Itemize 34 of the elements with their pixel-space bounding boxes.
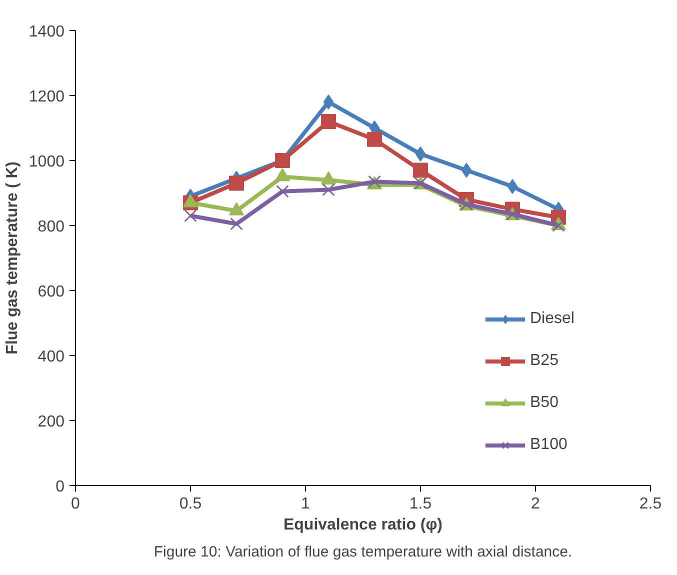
point <box>461 162 472 178</box>
point <box>321 114 336 129</box>
y-tick-label: 1200 <box>28 88 65 106</box>
point <box>230 217 243 230</box>
y-tick-label: 600 <box>38 284 65 300</box>
caption: Figure 10: Variation of flue gas temperature with axial distance. <box>154 544 572 560</box>
x-tick-label: 2.5 <box>639 496 662 512</box>
x-tick-label: 0.5 <box>179 496 202 512</box>
x-tick-label: 2 <box>531 496 540 512</box>
point <box>552 219 565 232</box>
y-tick-label: 200 <box>38 414 65 430</box>
legend-label: B25 <box>530 352 558 370</box>
point <box>415 146 426 162</box>
legend-label: B100 <box>530 436 568 454</box>
legend-label: B50 <box>530 394 558 412</box>
x-axis-title: Equivalence ratio (φ) <box>283 516 443 534</box>
y-tick-label: 0 <box>56 478 65 496</box>
x-tick-label: 1 <box>301 496 310 512</box>
point <box>229 176 244 191</box>
legend-label: Diesel <box>530 310 574 328</box>
point <box>507 179 518 194</box>
point <box>323 94 334 110</box>
y-tick-label: 1000 <box>28 154 65 170</box>
point <box>322 183 335 196</box>
y-tick-label: 400 <box>38 348 65 366</box>
point <box>276 184 289 198</box>
x-tick-label: 0 <box>71 496 80 512</box>
y-axis-title: Flue gas temperature ( K) <box>4 162 21 354</box>
point <box>184 209 197 222</box>
y-tick-label: 1400 <box>28 24 65 40</box>
point <box>367 132 382 147</box>
x-tick-label: 1.5 <box>409 496 432 512</box>
y-tick-label: 800 <box>38 218 65 236</box>
point <box>413 162 428 178</box>
